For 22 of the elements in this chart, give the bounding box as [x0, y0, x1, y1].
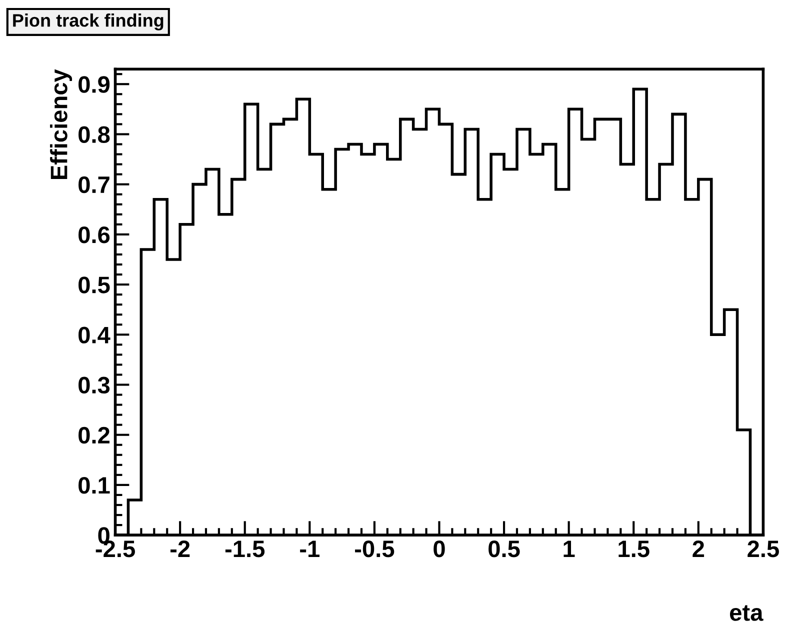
x-tick-label: 2.5 — [748, 540, 779, 558]
x-tick-label: -1 — [300, 540, 320, 558]
y-tick-label: 0.3 — [78, 376, 110, 394]
y-tick-label: 0.8 — [78, 126, 110, 144]
y-tick-label: 0.4 — [78, 326, 110, 344]
x-tick-label: -2 — [170, 540, 190, 558]
y-tick-label: 0.6 — [78, 226, 110, 244]
x-tick-label: 1 — [564, 540, 575, 558]
y-tick-label: 0.9 — [78, 76, 110, 93]
x-tick-label: -1.5 — [225, 540, 265, 558]
y-tick-label: 0.7 — [78, 176, 110, 194]
x-tick-label: 0 — [434, 540, 445, 558]
x-tick-label: 0.5 — [488, 540, 520, 558]
y-tick-label: 0.5 — [78, 276, 110, 294]
x-tick-label: -0.5 — [355, 540, 394, 558]
chart-title: Pion track finding — [13, 14, 164, 30]
y-tick-label: 0.1 — [78, 477, 110, 494]
x-tick-label: 1.5 — [618, 540, 650, 558]
y-axis-title: Efficiency — [50, 69, 72, 180]
y-tick-label: 0.2 — [78, 426, 110, 444]
x-tick-label: 2 — [692, 540, 704, 558]
x-axis-title: eta — [730, 605, 764, 621]
